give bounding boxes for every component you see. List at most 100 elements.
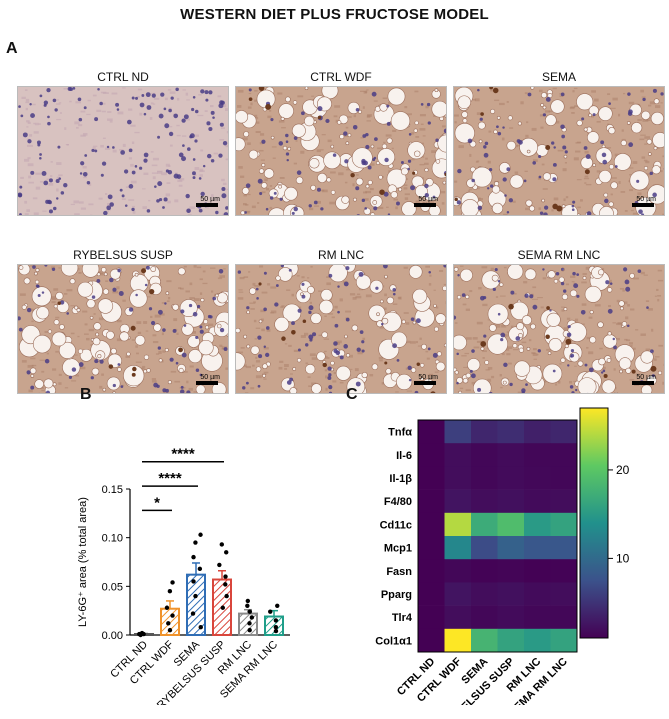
panel-c-heatmap: Tnfα Il-6 Il-1β F4/80 Cd11c Mcp1 Fasn Pparg Tlr4… [375, 407, 630, 705]
micrograph-image: 50 µm [453, 86, 665, 216]
heatmap-row-label: Il-6 [396, 450, 412, 462]
heatmap-cell [524, 443, 551, 467]
heatmap-cell [497, 559, 525, 583]
figure-title: WESTERN DIET PLUS FRUCTOSE MODEL [180, 6, 489, 23]
heatmap-cell [524, 559, 551, 583]
panel-b-letter: B [80, 386, 92, 403]
heatmap-cell [471, 512, 498, 537]
heatmap-cell [444, 420, 472, 444]
data-point [197, 566, 203, 572]
data-point [193, 540, 198, 545]
heatmap-cell [444, 605, 472, 630]
heatmap-cell [444, 582, 472, 606]
heatmap-cell [550, 443, 578, 467]
data-point [247, 609, 253, 614]
data-point [247, 621, 252, 626]
heatmap-cell [444, 443, 472, 467]
heatmap-cell [471, 582, 498, 606]
micrograph-label: RYBELSUS SUSP [73, 248, 173, 262]
scale-bar [414, 203, 436, 207]
heatmap-cell [471, 605, 498, 630]
data-point [249, 615, 255, 620]
heatmap-cell [418, 628, 445, 653]
scale-bar [414, 381, 436, 385]
heatmap-row-label: Fasn [386, 566, 412, 578]
scale-bar-label: 50 µm [418, 374, 438, 381]
significance-label: **** [158, 470, 182, 487]
heatmap-cell [524, 466, 551, 490]
data-point [164, 605, 170, 610]
heatmap-cell [418, 559, 445, 583]
heatmap-cell [418, 536, 445, 560]
data-point [223, 574, 228, 579]
heatmap-cell [497, 466, 525, 490]
data-point [245, 598, 251, 604]
data-point [245, 603, 250, 608]
data-point [268, 609, 273, 614]
scale-bar-label: 50 µm [636, 374, 656, 381]
heatmap-cell [471, 466, 498, 490]
scale-bar [632, 203, 654, 207]
micrograph-image: 50 µm [17, 264, 229, 394]
heatmap-cell [550, 582, 578, 606]
heatmap-cell [550, 536, 578, 560]
heatmap-cell [497, 443, 525, 467]
heatmap-cell [497, 420, 525, 444]
heatmap-cell [471, 628, 498, 653]
heatmap-cell [524, 512, 551, 537]
heatmap-cell [418, 466, 445, 490]
heatmap-cell [550, 466, 578, 490]
significance-label: **** [171, 446, 195, 463]
data-point [223, 582, 228, 587]
heatmap-cell [497, 628, 525, 653]
data-point [167, 627, 173, 633]
scale-bar-label: 50 µm [200, 374, 220, 381]
micrograph-label: CTRL WDF [310, 70, 372, 84]
data-point [247, 627, 252, 633]
heatmap-frame [417, 419, 578, 653]
data-point [170, 580, 175, 585]
colorbar-tick-label: 20 [616, 463, 630, 477]
heatmap-row-label: Cd11c [380, 519, 412, 531]
data-point [220, 605, 226, 610]
y-tick-label: 0.05 [102, 581, 123, 593]
heatmap-cell [524, 582, 551, 606]
heatmap-cell [524, 489, 551, 514]
scale-bar [196, 203, 218, 207]
data-point [191, 554, 196, 560]
panel-a-letter: A [6, 40, 18, 57]
heatmap-cell [444, 489, 472, 514]
heatmap-cell [497, 582, 525, 606]
heatmap-cell [550, 605, 578, 630]
heatmap-cell [444, 512, 472, 537]
data-point [275, 603, 280, 608]
heatmap-row-label: F4/80 [384, 496, 412, 508]
scale-bar [632, 381, 654, 385]
heatmap-cell [524, 628, 551, 653]
micrograph-label: RM LNC [317, 248, 364, 262]
y-axis-label: LY-6G⁺ area (% total area) [77, 497, 89, 627]
data-point [191, 579, 196, 584]
heatmap-cell [444, 536, 472, 560]
scale-bar-label: 50 µm [418, 196, 438, 203]
colorbar-tick-label: 10 [616, 551, 630, 565]
data-point [273, 628, 279, 634]
micrograph-label: SEMA [541, 70, 576, 84]
heatmap-cell [471, 536, 498, 560]
heatmap-cell [550, 628, 578, 653]
panel-c-letter: C [346, 386, 358, 403]
data-point [167, 589, 173, 594]
data-point [137, 631, 142, 637]
heatmap-cell [524, 536, 551, 560]
heatmap-cell [550, 420, 578, 444]
heatmap-cell [418, 420, 445, 444]
heatmap-cell [497, 512, 525, 537]
heatmap-cell [524, 420, 551, 444]
panel-b-bar-chart: 0.00 0.05 0.10 0.15 LY-6G⁺ area (% total are… [77, 446, 290, 705]
data-point [170, 613, 175, 618]
y-tick-label: 0.00 [102, 630, 123, 642]
micrograph-image: 50 µm [235, 264, 447, 394]
micrograph-label: SEMA RM LNC [517, 248, 601, 262]
scale-bar-label: 50 µm [200, 196, 220, 203]
micrograph-image: 50 µm [235, 86, 447, 216]
